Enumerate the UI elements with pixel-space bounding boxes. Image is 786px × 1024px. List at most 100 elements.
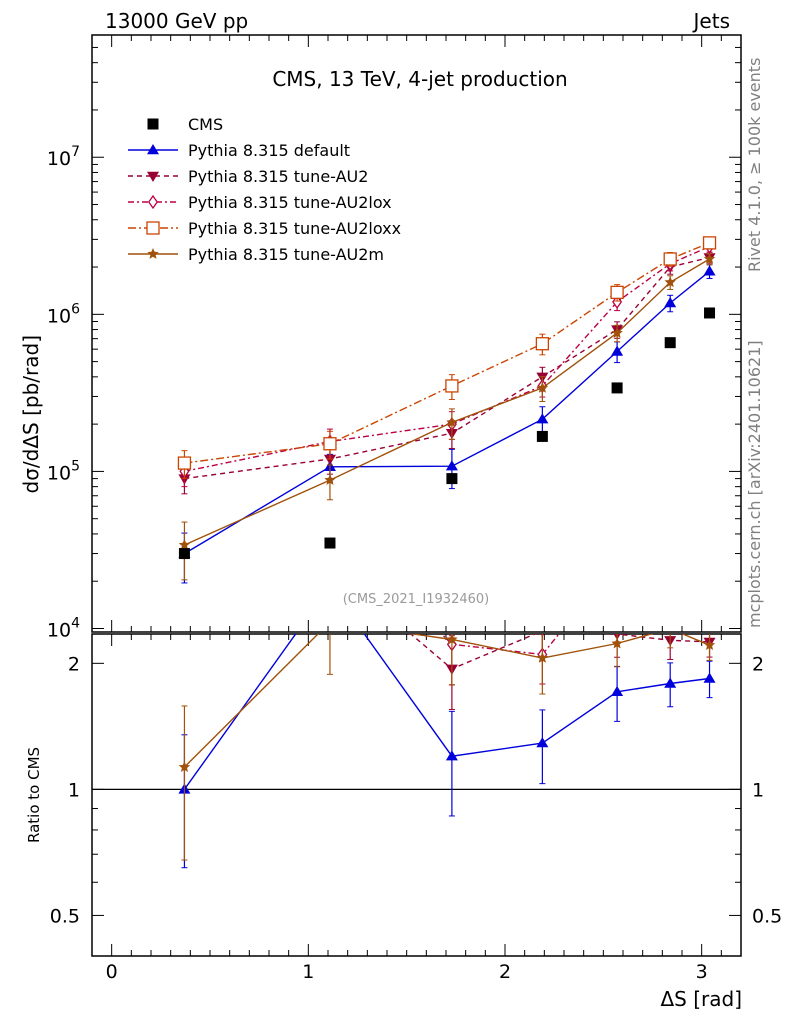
legend-label: CMS (188, 115, 223, 134)
ratio-tick-label: 2 (68, 653, 80, 675)
series-marker (611, 345, 624, 356)
series-marker (446, 634, 458, 645)
series-line (184, 256, 710, 480)
ratio-line (409, 634, 710, 670)
mcplots-label: mcplots.cern.ch [arXiv:2401.10621] (745, 340, 764, 628)
series-marker (703, 672, 716, 683)
series-marker (178, 585, 190, 595)
x-tick-label: 3 (696, 961, 708, 983)
ratio-tick-label: 0.5 (752, 905, 782, 927)
series-marker (664, 677, 677, 688)
axis-labels: 0 1 2 3 104 105 106 107 0.5 0.5 1 1 2 2 (47, 144, 782, 983)
data-marker (147, 118, 159, 130)
series-marker (445, 460, 458, 471)
rivet-label: Rivet 4.1.0, ≥ 100k events (745, 58, 764, 272)
y-tick-label: 105 (47, 458, 80, 484)
ratio-line (183, 634, 710, 768)
header-right: Jets (692, 9, 730, 33)
data-marker (446, 473, 458, 485)
series-marker (703, 265, 716, 276)
series-marker (704, 596, 716, 608)
series-marker (446, 416, 458, 428)
series-marker (610, 285, 624, 300)
series-marker (611, 327, 623, 338)
y-tick-label: 107 (47, 144, 80, 170)
ratio-tick-label: 1 (68, 779, 80, 801)
series-marker (324, 518, 336, 530)
ratio-plot-area (92, 514, 741, 869)
data-marker (704, 307, 716, 319)
series-marker (178, 761, 191, 772)
legend-label: Pythia 8.315 tune-AU2 (188, 167, 368, 186)
ratio-y-axis-label: Ratio to CMS (25, 747, 43, 843)
x-axis-label: ΔS [rad] (660, 987, 742, 1011)
series-marker (324, 616, 335, 627)
reference-label: (CMS_2021_I1932460) (343, 592, 490, 607)
main-plot-frame (91, 34, 742, 633)
series-marker (702, 236, 717, 250)
ratio-tick-label: 0.5 (50, 905, 80, 927)
series-marker (147, 144, 159, 155)
series-marker (147, 171, 159, 182)
series-marker (705, 606, 713, 618)
data-marker (664, 337, 676, 349)
series-marker (536, 413, 549, 424)
series-marker (664, 297, 677, 308)
ratio-tick-label: 2 (752, 653, 764, 675)
x-tick-label: 2 (499, 961, 511, 983)
series-marker (446, 536, 458, 548)
y-tick-label: 106 (47, 301, 80, 327)
series-marker (535, 337, 550, 351)
series-marker (323, 454, 336, 465)
legend-label: Pythia 8.315 tune-AU2m (188, 245, 384, 264)
y-tick-label: 104 (47, 616, 80, 642)
data-marker (611, 382, 623, 394)
legend-label: Pythia 8.315 tune-AU2lox (188, 193, 392, 212)
ratio-line (184, 524, 709, 602)
series-marker (613, 556, 621, 568)
legend: CMS Pythia 8.315 default Pythia 8.315 tune… (128, 115, 401, 264)
chart-title: CMS, 13 TeV, 4-jet production (272, 67, 567, 91)
legend-label: Pythia 8.315 default (188, 141, 350, 160)
series-marker (445, 379, 459, 393)
series-marker (326, 514, 334, 526)
data-marker (324, 537, 336, 549)
legend-label: Pythia 8.315 tune-AU2loxx (188, 219, 401, 238)
main-plot-area (177, 236, 717, 584)
series-marker (148, 194, 158, 210)
series-marker (663, 252, 677, 266)
y-axis-label: dσ/dΔS [pb/rad] (19, 335, 43, 493)
x-tick-label: 1 (302, 961, 314, 983)
series-marker (146, 221, 160, 235)
series-line (184, 258, 710, 546)
series-marker (147, 248, 159, 259)
axis-ticks (92, 34, 742, 956)
x-tick-label: 0 (106, 961, 118, 983)
ratio-plot-frame (91, 633, 742, 957)
series-marker (666, 572, 674, 584)
series-marker (324, 561, 336, 571)
series-marker (324, 580, 336, 590)
data-marker (536, 430, 548, 442)
series-marker (536, 536, 548, 548)
series-marker (664, 276, 676, 288)
series-marker (664, 561, 676, 573)
series-marker (611, 685, 624, 697)
series-marker (177, 456, 192, 470)
header-left: 13000 GeV pp (105, 9, 248, 33)
series-marker (536, 652, 549, 663)
series-marker (611, 637, 623, 649)
series-marker (324, 474, 336, 485)
series-marker (536, 737, 549, 748)
data-marker (178, 548, 190, 560)
series-marker (445, 750, 458, 761)
series-marker (323, 437, 337, 451)
series-marker (536, 381, 549, 393)
series-line (184, 245, 710, 473)
series-marker (178, 539, 191, 550)
series-marker (611, 529, 623, 541)
series-marker (703, 639, 716, 650)
ratio-tick-label: 1 (752, 779, 764, 801)
series-marker (703, 253, 716, 264)
